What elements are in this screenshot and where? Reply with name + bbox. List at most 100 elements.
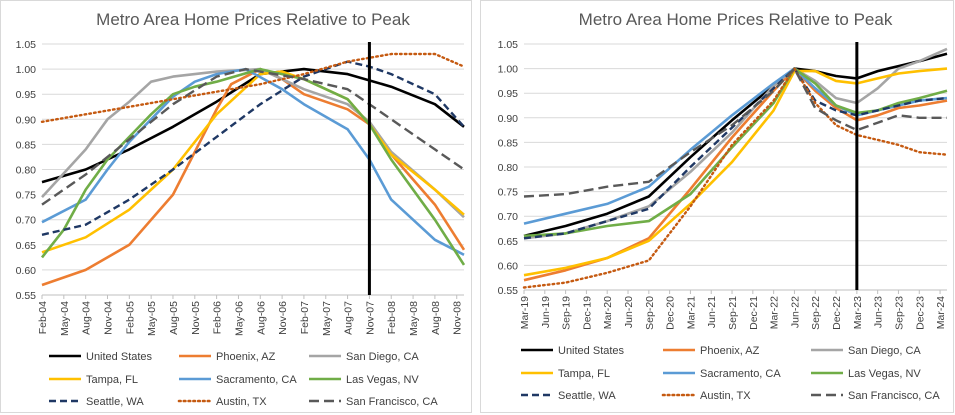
y-tick-label: 0.55 xyxy=(498,285,519,297)
series-line-austin-tx xyxy=(40,52,466,124)
series-line-austin-tx xyxy=(522,67,949,289)
x-tick-label: Aug-06 xyxy=(255,301,267,335)
x-tick-label: Feb-05 xyxy=(124,301,136,334)
legend-label: United States xyxy=(86,351,153,363)
y-tick-label: 1.00 xyxy=(498,64,519,76)
legend-label: Sacramento, CA xyxy=(216,374,297,386)
series-line-phoenix-az xyxy=(41,67,466,287)
y-tick-label: 0.65 xyxy=(16,240,37,252)
x-tick-label: Feb-04 xyxy=(37,301,49,334)
legend-label: Phoenix, AZ xyxy=(216,351,276,363)
y-tick-label: 0.85 xyxy=(16,139,37,151)
x-tick-label: Sep-23 xyxy=(893,296,905,330)
series-line-sacramento-ca xyxy=(523,67,948,225)
x-tick-label: Aug-08 xyxy=(430,301,442,335)
series-line-san-francisco-ca xyxy=(523,67,947,198)
x-tick-label: Feb-07 xyxy=(299,301,311,334)
legend-label: Austin, TX xyxy=(216,396,267,408)
y-tick-label: 0.95 xyxy=(498,88,519,100)
x-tick-label: Mar-24 xyxy=(935,296,947,329)
chart-panel-left: Metro Area Home Prices Relative to Peak 0… xyxy=(0,0,472,413)
x-tick-label: Jun-20 xyxy=(623,296,635,328)
y-tick-label: 1.05 xyxy=(16,39,37,51)
y-tick-label: 1.00 xyxy=(16,64,37,76)
x-tick-label: Jun-23 xyxy=(873,296,885,328)
legend-label: San Francisco, CA xyxy=(346,396,438,408)
x-tick-label: May-07 xyxy=(321,301,333,336)
x-tick-label: Feb-08 xyxy=(386,301,398,334)
y-tick-label: 0.90 xyxy=(498,113,519,125)
x-tick-label: Dec-23 xyxy=(914,296,926,330)
x-tick-label: Sep-21 xyxy=(727,296,739,330)
chart-left-svg: Metro Area Home Prices Relative to Peak 0… xyxy=(16,10,466,408)
x-tick-label: Jun-19 xyxy=(540,296,552,328)
x-tick-label: Nov-05 xyxy=(190,301,202,335)
series-line-seattle-wa xyxy=(41,60,465,236)
x-tick-label: Dec-21 xyxy=(748,296,760,330)
y-tick-label: 0.65 xyxy=(498,236,519,248)
x-tick-label: Mar-22 xyxy=(769,296,781,329)
y-tick-label: 0.70 xyxy=(498,211,519,223)
x-tick-label: May-04 xyxy=(59,301,71,336)
x-tick-label: Nov-07 xyxy=(364,301,376,335)
x-tick-label: Sep-20 xyxy=(644,296,656,330)
chart-panel-right: Metro Area Home Prices Relative to Peak 0… xyxy=(480,0,954,413)
x-tick-label: May-05 xyxy=(146,301,158,336)
x-tick-label: Nov-04 xyxy=(102,301,114,335)
y-tick-label: 0.60 xyxy=(498,260,519,272)
legend-label: Phoenix, AZ xyxy=(700,345,760,357)
x-tick-label: Mar-23 xyxy=(852,296,864,329)
x-tick-label: Aug-07 xyxy=(343,301,355,335)
series-line-san-francisco-ca xyxy=(41,67,465,206)
x-tick-label: Sep-22 xyxy=(810,296,822,330)
series-line-sacramento-ca xyxy=(41,67,465,256)
x-tick-label: Aug-04 xyxy=(81,301,93,335)
series-line-tampa-fl xyxy=(523,67,948,277)
x-tick-label: Sep-19 xyxy=(561,296,573,330)
y-tick-label: 0.95 xyxy=(16,89,37,101)
y-tick-label: 0.55 xyxy=(16,290,37,302)
x-tick-label: Aug-05 xyxy=(168,301,180,335)
y-tick-label: 0.90 xyxy=(16,114,37,126)
y-tick-label: 0.75 xyxy=(498,187,519,199)
y-tick-label: 1.05 xyxy=(498,39,519,51)
x-tick-label: Mar-20 xyxy=(602,296,614,329)
chart-title: Metro Area Home Prices Relative to Peak xyxy=(96,10,410,29)
legend-label: Las Vegas, NV xyxy=(346,374,419,386)
x-tick-label: May-08 xyxy=(408,301,420,336)
y-tick-label: 0.80 xyxy=(498,162,519,174)
legend-label: Seattle, WA xyxy=(558,390,616,402)
legend-label: San Diego, CA xyxy=(848,345,921,357)
legend-label: Sacramento, CA xyxy=(700,368,781,380)
x-tick-label: Mar-21 xyxy=(685,296,697,329)
chart-title: Metro Area Home Prices Relative to Peak xyxy=(579,10,893,29)
legend-label: San Diego, CA xyxy=(346,351,419,363)
series-line-seattle-wa xyxy=(523,67,948,240)
x-tick-label: May-06 xyxy=(233,301,245,336)
y-tick-label: 0.85 xyxy=(498,137,519,149)
y-tick-label: 0.75 xyxy=(16,190,37,202)
series-line-phoenix-az xyxy=(523,67,948,282)
y-tick-label: 0.70 xyxy=(16,215,37,227)
legend-label: Seattle, WA xyxy=(86,396,144,408)
y-tick-label: 0.80 xyxy=(16,165,37,177)
legend-label: Tampa, FL xyxy=(86,374,138,386)
x-tick-label: Dec-19 xyxy=(581,296,593,330)
x-tick-label: Dec-20 xyxy=(665,296,677,330)
x-tick-label: Nov-06 xyxy=(277,301,289,335)
series-line-san-diego-ca xyxy=(41,67,465,219)
x-tick-label: Nov-08 xyxy=(452,301,464,335)
legend-label: Austin, TX xyxy=(700,390,751,402)
y-tick-label: 0.60 xyxy=(16,265,37,277)
legend-label: Las Vegas, NV xyxy=(848,368,921,380)
x-tick-label: Dec-22 xyxy=(831,296,843,330)
x-tick-label: Feb-06 xyxy=(212,301,224,334)
series-line-tampa-fl xyxy=(41,70,465,254)
legend-label: United States xyxy=(558,345,625,357)
legend-label: San Francisco, CA xyxy=(848,390,940,402)
x-tick-label: Mar-19 xyxy=(519,296,531,329)
x-tick-label: Jun-21 xyxy=(706,296,718,328)
x-tick-label: Jun-22 xyxy=(789,296,801,328)
legend-label: Tampa, FL xyxy=(558,368,610,380)
chart-right-svg: Metro Area Home Prices Relative to Peak 0… xyxy=(498,10,949,402)
